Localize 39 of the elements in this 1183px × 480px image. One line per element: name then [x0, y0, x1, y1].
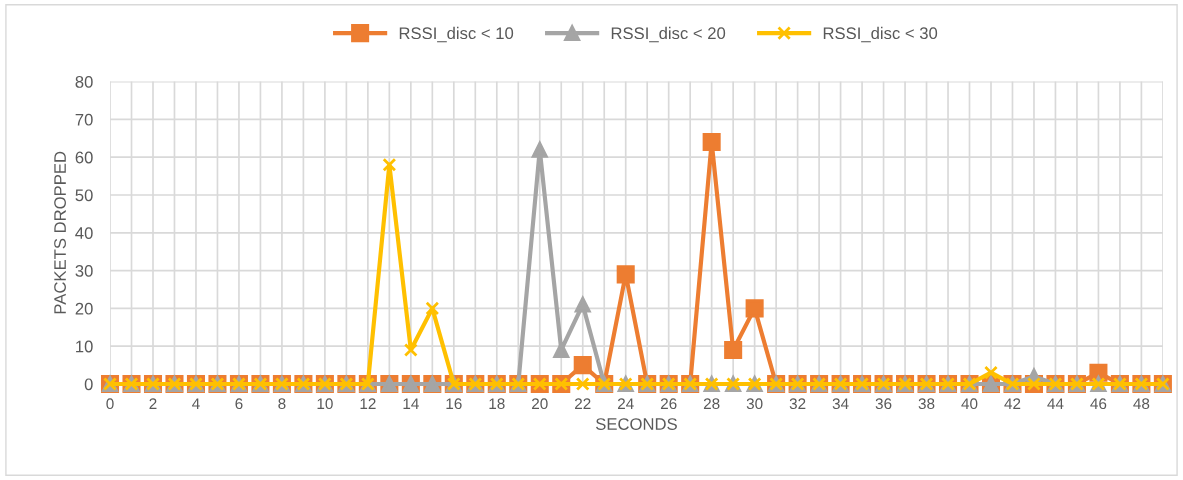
x-tick-label: 18: [489, 398, 505, 410]
x-tick-label: 0: [106, 398, 114, 410]
legend-label: RSSI_disc < 20: [611, 26, 726, 43]
x-tick-label: 44: [1047, 398, 1064, 409]
y-tick-label: 50: [75, 189, 93, 202]
x-tick-label: 26: [660, 398, 677, 410]
legend-label: RSSI_disc < 10: [399, 26, 514, 43]
x-tick-label: 2: [149, 398, 157, 409]
x-tick-label: 10: [317, 398, 333, 410]
x-tick-label: 28: [703, 398, 720, 410]
x-tick-label: 32: [789, 398, 806, 410]
y-tick-label: 40: [75, 227, 93, 239]
x-axis-title: SECONDS: [596, 418, 677, 430]
x-tick-label: 22: [575, 398, 591, 409]
y-tick-label: 80: [75, 76, 93, 88]
y-tick-label: 0: [84, 378, 93, 391]
x-tick-label: 42: [1004, 398, 1021, 409]
x-tick-label: 38: [918, 398, 935, 410]
x-tick-label: 48: [1133, 398, 1150, 410]
x-tick-label: 12: [360, 398, 376, 409]
x-tick-label: 8: [278, 398, 286, 410]
x-tick-label: 14: [403, 398, 419, 409]
y-tick-label: 20: [75, 302, 93, 315]
y-tick-label: 10: [76, 340, 93, 353]
x-tick-label: 6: [235, 398, 243, 410]
x-tick-label: 4: [192, 398, 200, 409]
x-tick-label: 20: [532, 398, 548, 410]
y-axis-title: PACKETS DROPPED: [54, 151, 66, 314]
y-tick-label: 60: [75, 151, 93, 164]
legend-label: RSSI_disc < 30: [823, 26, 938, 43]
x-tick-label: 34: [832, 398, 849, 410]
x-tick-label: 36: [875, 398, 892, 410]
y-tick-label: 30: [75, 265, 93, 277]
x-tick-label: 30: [746, 398, 763, 410]
x-tick-label: 24: [617, 398, 634, 409]
x-tick-label: 46: [1090, 398, 1107, 410]
y-tick-label: 70: [75, 113, 93, 126]
x-tick-label: 16: [446, 398, 462, 410]
x-tick-label: 40: [961, 398, 978, 410]
